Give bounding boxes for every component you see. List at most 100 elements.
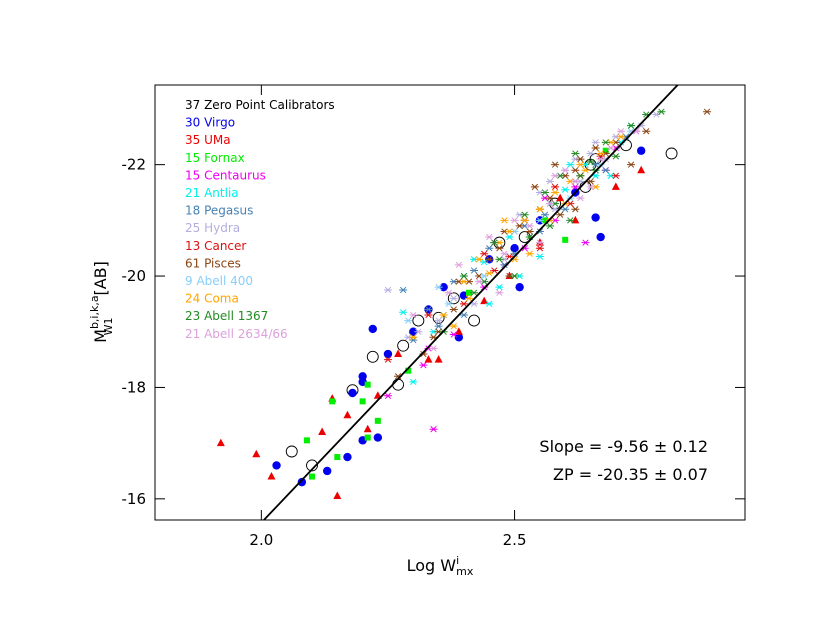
- point: [343, 410, 352, 419]
- y-label-sub: W1: [102, 318, 115, 336]
- point: [546, 222, 555, 230]
- legend-entry: 24 Coma: [185, 292, 239, 306]
- point: [485, 256, 494, 263]
- point: [606, 144, 615, 152]
- point: [703, 108, 712, 115]
- point: [447, 292, 460, 305]
- point: [546, 178, 555, 185]
- fit-line: [263, 84, 679, 521]
- point: [561, 206, 570, 213]
- point: [490, 239, 499, 246]
- point: [432, 311, 445, 324]
- point: [546, 194, 555, 202]
- point: [571, 215, 580, 224]
- legend-entry: 9 Abell 400: [185, 274, 253, 288]
- point: [322, 466, 332, 476]
- legend-entry: 13 Cancer: [185, 239, 246, 253]
- point: [505, 271, 514, 280]
- point: [586, 158, 595, 166]
- point: [586, 183, 595, 191]
- point: [520, 211, 529, 218]
- point: [525, 222, 534, 230]
- point: [468, 314, 481, 327]
- point: [571, 167, 580, 174]
- point: [556, 193, 565, 202]
- point: [373, 433, 383, 442]
- point: [611, 182, 620, 190]
- point: [510, 272, 519, 280]
- y-label-sup: b,i,k,a: [88, 295, 101, 329]
- point: [591, 213, 600, 222]
- point: [449, 323, 458, 330]
- point: [535, 206, 544, 213]
- point: [405, 367, 412, 374]
- point: [535, 253, 544, 260]
- point: [485, 270, 494, 277]
- legend-entry: 21 Antlia: [185, 186, 239, 200]
- point: [454, 261, 463, 269]
- point: [540, 211, 549, 218]
- point: [581, 167, 590, 174]
- point: [627, 122, 636, 129]
- point: [562, 236, 569, 243]
- plot-frame: [154, 84, 746, 521]
- legend-entry: 15 Centaurus: [185, 168, 266, 182]
- point: [480, 250, 489, 257]
- point: [556, 211, 565, 218]
- point: [297, 477, 307, 487]
- point: [252, 449, 261, 458]
- point: [419, 362, 428, 369]
- annotation: Slope = -9.56 ± 0.12: [539, 437, 708, 456]
- point: [596, 155, 605, 163]
- legend-entry: 30 Virgo: [185, 116, 235, 130]
- point: [541, 217, 548, 224]
- point: [444, 300, 453, 308]
- point: [470, 267, 479, 274]
- point: [424, 306, 433, 313]
- point: [306, 459, 318, 472]
- point: [439, 311, 448, 319]
- point: [303, 437, 310, 444]
- y-tick-label: -20: [122, 267, 147, 285]
- point: [454, 327, 463, 335]
- point: [576, 194, 585, 202]
- point: [485, 233, 494, 241]
- y-tick-label: -16: [122, 490, 147, 508]
- point: [368, 324, 377, 334]
- point: [364, 381, 371, 388]
- point: [383, 286, 392, 294]
- point: [561, 167, 570, 174]
- point: [318, 427, 327, 435]
- point: [409, 334, 418, 341]
- legend-entry: 61 Pisces: [185, 256, 241, 270]
- point: [449, 331, 458, 338]
- point: [657, 108, 666, 115]
- point: [475, 278, 484, 285]
- point: [383, 392, 392, 399]
- point: [363, 424, 372, 433]
- point: [566, 217, 575, 224]
- point: [409, 327, 418, 336]
- legend-entry: 18 Pegasus: [185, 204, 253, 218]
- point: [267, 472, 276, 480]
- point: [505, 233, 514, 241]
- point: [637, 165, 646, 174]
- point: [404, 317, 413, 324]
- point: [566, 161, 575, 168]
- point: [424, 355, 433, 363]
- point: [470, 289, 479, 296]
- point: [434, 284, 443, 291]
- point: [500, 217, 509, 224]
- point: [374, 417, 381, 424]
- y-tick-label: -22: [122, 156, 147, 174]
- point: [551, 172, 560, 179]
- point: [551, 161, 560, 168]
- point: [449, 306, 458, 313]
- point: [465, 289, 472, 296]
- x-tick-label: 2.5: [503, 531, 527, 549]
- point: [586, 150, 595, 157]
- point: [591, 139, 600, 146]
- point: [576, 155, 585, 163]
- point: [459, 311, 468, 319]
- point: [551, 183, 560, 191]
